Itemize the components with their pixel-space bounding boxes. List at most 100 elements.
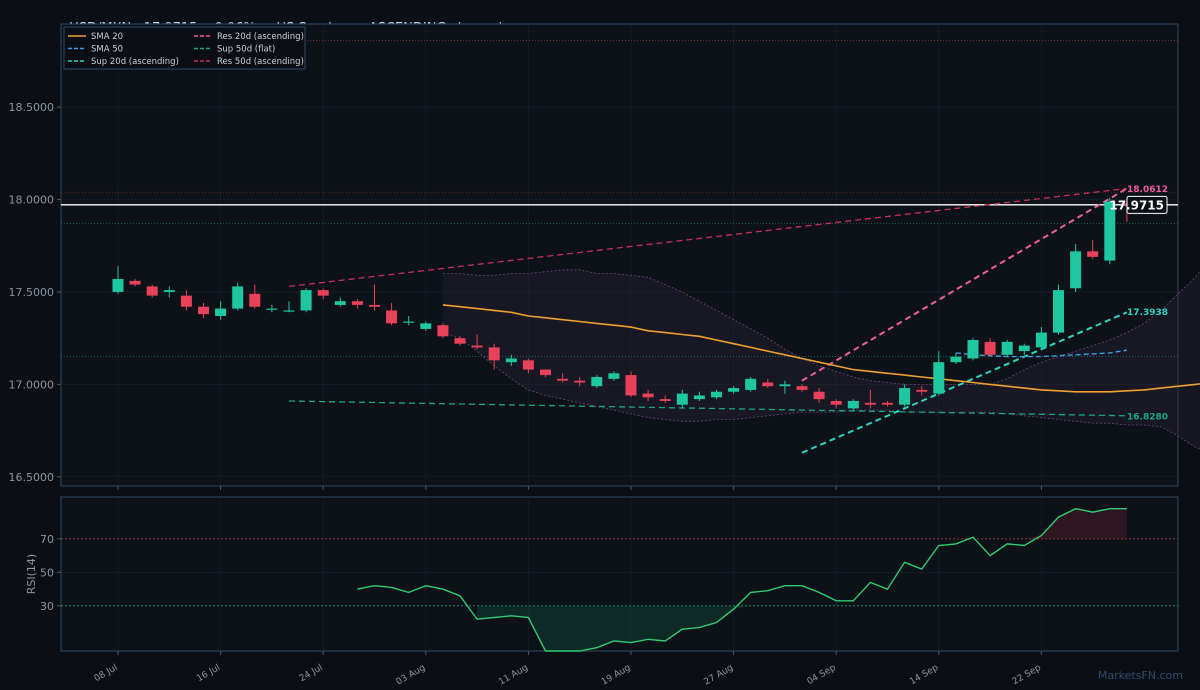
legend-label: SMA 50: [91, 45, 123, 55]
y-tick-label: 18.0000: [9, 194, 55, 207]
candle-body: [728, 388, 740, 392]
x-tick-label: 11 Aug: [497, 663, 530, 688]
candle-body: [591, 376, 603, 387]
candle-body: [198, 306, 209, 315]
candle-body: [505, 358, 517, 363]
sma50-line: [955, 349, 1128, 358]
candle-body: [916, 389, 928, 392]
legend-label: Sup 20d (ascending): [91, 57, 179, 67]
watermark: MarketsFN.com: [1098, 669, 1183, 682]
level-label: 18.0612: [1127, 185, 1168, 195]
y-tick-label: 16.5000: [9, 471, 55, 484]
candle-body: [129, 280, 141, 285]
price-axis: 18.5000 18.0000 17.5000 17.0000 16.5000: [9, 101, 61, 484]
candle-body: [608, 373, 620, 379]
res20-trendline: [801, 187, 1128, 382]
candle-body: [711, 391, 722, 398]
candle-body: [317, 290, 329, 296]
legend-label: Res 50d (ascending): [217, 57, 304, 67]
candle-body: [300, 290, 312, 311]
rsi-tick-label: 70: [40, 533, 54, 546]
x-tick-label: 14 Sep: [908, 663, 940, 687]
candle-body: [386, 310, 398, 324]
x-tick-label: 03 Aug: [395, 663, 428, 688]
candle-body: [1070, 251, 1082, 289]
candle-body: [642, 393, 654, 398]
y-tick-label: 18.5000: [9, 101, 55, 114]
level-label: 17.3938: [1127, 308, 1168, 318]
x-tick-label: 24 Jul: [298, 663, 325, 684]
candle-body: [403, 321, 415, 323]
candle-body: [540, 369, 551, 376]
legend-box: [63, 26, 306, 70]
oversold-fill: [477, 605, 751, 651]
last-price-box: [1126, 195, 1168, 214]
candle-body: [864, 402, 876, 405]
candle-body: [574, 380, 586, 383]
price-panel: [60, 23, 1179, 487]
candle-body: [1018, 345, 1030, 352]
candle-body: [830, 400, 842, 405]
res50-trendline: [288, 187, 1127, 288]
band-upper-line: [442, 269, 1200, 385]
right-labels: 18.0612 17.3938 16.8280 17.9715: [1109, 185, 1168, 423]
candles: [112, 197, 1133, 411]
sma20-line: [442, 304, 1200, 393]
candle-body: [180, 295, 192, 307]
y-tick-label: 17.0000: [9, 378, 55, 391]
candle-body: [557, 378, 569, 381]
candle-body: [984, 341, 996, 355]
candle-body: [1087, 251, 1099, 257]
rsi-tick-label: 50: [40, 566, 54, 579]
level-label: 16.8280: [1127, 413, 1168, 423]
candle-body: [882, 402, 893, 405]
candle-body: [950, 356, 962, 363]
candle-body: [693, 395, 705, 400]
candle-body: [779, 384, 791, 387]
candle-body: [249, 293, 261, 307]
candle-body: [1053, 290, 1064, 333]
candle-body: [420, 323, 432, 329]
x-tick-label: 22 Sep: [1011, 663, 1043, 687]
rsi-axis-label: RSI(14): [25, 554, 38, 594]
candle-body: [351, 301, 363, 305]
candle-body: [522, 360, 534, 370]
candle-body: [762, 382, 774, 387]
candle-body: [899, 388, 911, 405]
candle-body: [437, 325, 449, 337]
candle-body: [488, 347, 500, 361]
band-lower-line: [442, 332, 1200, 450]
overbought-fill: [1024, 508, 1127, 539]
legend-label: Sup 50d (flat): [217, 45, 275, 55]
candle-body: [659, 399, 671, 401]
candle-body: [232, 286, 244, 309]
candle-body: [847, 400, 859, 409]
rsi-tick-label: 30: [40, 600, 54, 613]
candle-body: [1035, 332, 1047, 348]
x-tick-label: 08 Jul: [93, 663, 120, 684]
candle-body: [625, 375, 637, 396]
x-tick-label: 16 Jul: [195, 663, 222, 684]
trendlines: [288, 187, 1128, 454]
rsi-panel: [60, 496, 1179, 652]
x-tick-label: 19 Aug: [600, 663, 633, 688]
candle-body: [796, 386, 808, 390]
legend: SMA 20 SMA 50 Sup 20d (ascending) Res 20d (…: [63, 26, 306, 70]
candle-body: [1001, 341, 1013, 355]
candle-body: [283, 310, 295, 312]
moving-averages: [442, 304, 1200, 393]
candle-body: [745, 378, 757, 390]
candle-body: [163, 290, 175, 292]
candle-body: [369, 304, 380, 307]
candle-body: [813, 391, 825, 400]
candle-body: [454, 338, 466, 344]
x-tick-label: 04 Sep: [806, 663, 838, 687]
x-tick-label: 27 Aug: [702, 663, 735, 688]
legend-label: SMA 20: [91, 32, 123, 42]
band-fill: [442, 269, 1200, 450]
candle-body: [1104, 201, 1116, 261]
sup20-trendline: [801, 311, 1128, 454]
candle-body: [334, 301, 346, 305]
